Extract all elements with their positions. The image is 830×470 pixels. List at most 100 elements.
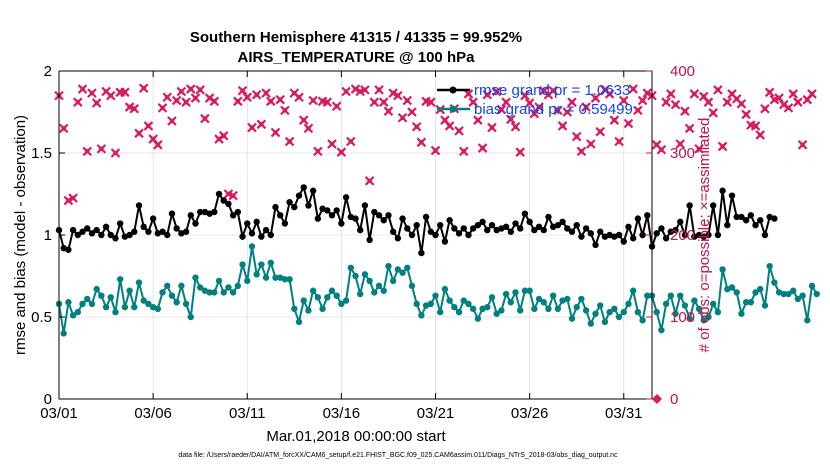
rmse-point [135, 202, 143, 209]
obs-marker-core [480, 145, 485, 151]
obs-marker-core [146, 123, 151, 129]
bias-point [794, 295, 802, 303]
bias-point [399, 269, 406, 276]
obs-marker [684, 123, 695, 134]
obs-marker-core [555, 108, 561, 113]
obs-marker [618, 95, 629, 106]
obs-marker [458, 146, 469, 157]
obs-marker [120, 87, 130, 98]
obs-marker [529, 108, 540, 119]
rmse-point [244, 220, 251, 227]
rmse-point [502, 223, 510, 230]
rmse-point [540, 226, 547, 234]
rmse-point [399, 215, 406, 222]
obs-marker-core [117, 90, 123, 95]
obs-marker-core [621, 98, 627, 103]
obs-marker-core [466, 91, 471, 97]
bias-point [258, 261, 265, 268]
bias-point [248, 243, 256, 250]
rmse-point [620, 238, 627, 245]
obs-marker [793, 97, 803, 107]
obs-marker [755, 130, 766, 140]
rmse-point [291, 203, 298, 211]
bias-point [531, 305, 538, 312]
obs-marker-core [136, 131, 142, 136]
rmse-point [512, 220, 519, 227]
bias-point [540, 299, 547, 306]
y2-tick-label: 200 [670, 227, 695, 244]
rmse-point [545, 213, 552, 221]
obs-marker-core [588, 141, 594, 147]
obs-marker-core [99, 146, 104, 152]
bias-point [719, 266, 726, 273]
obs-marker-core [197, 87, 203, 93]
rmse-point [437, 221, 444, 229]
obs-marker [670, 99, 681, 110]
bias-point [328, 287, 336, 294]
rmse-point [535, 223, 543, 230]
obs-marker-core [800, 142, 805, 148]
bias-point [389, 277, 397, 285]
rmse-point [446, 217, 453, 224]
obs-marker [426, 97, 436, 107]
rmse-point [357, 226, 364, 234]
obs-marker [138, 83, 149, 93]
obs-marker-core [805, 97, 810, 102]
bias-point [427, 300, 435, 308]
obs-marker-core [517, 149, 523, 155]
obs-marker [407, 107, 417, 117]
rmse-point [517, 225, 524, 232]
obs-marker-core [499, 107, 504, 112]
obs-marker-core [550, 88, 556, 93]
obs-marker [58, 123, 69, 134]
rmse-point [385, 212, 392, 219]
obs-marker-core [306, 126, 311, 131]
obs-marker [501, 97, 511, 107]
chart-title: Southern Hemisphere 41315 / 41335 = 99.9… [190, 29, 522, 46]
y2-tick-label: 400 [670, 63, 695, 80]
obs-marker-core [324, 99, 330, 105]
bias-point [229, 289, 237, 296]
obs-marker [96, 144, 107, 154]
obs-marker-core [395, 93, 401, 98]
rmse-point [300, 184, 307, 191]
obs-marker [397, 112, 408, 123]
bias-point [371, 289, 378, 296]
bias-point [267, 259, 274, 267]
obs-marker-core [94, 100, 99, 106]
rmse-point [757, 217, 764, 224]
obs-marker-core [343, 89, 349, 94]
obs-marker-core [249, 125, 255, 130]
obs-marker-core [174, 98, 179, 103]
obs-marker-core [494, 89, 499, 94]
obs-marker [491, 86, 502, 97]
obs-marker-core [433, 148, 438, 153]
obs-marker-core [339, 149, 344, 155]
bias-point [629, 287, 637, 294]
rmse-point [658, 225, 665, 232]
obs-marker [468, 97, 478, 107]
bias-point [93, 285, 100, 293]
rmse-point [564, 225, 571, 232]
rmse-point [229, 212, 237, 219]
rmse-point [98, 231, 105, 239]
bias-point [752, 289, 759, 296]
obs-marker [661, 97, 671, 107]
obs-marker-core [423, 99, 429, 104]
obs-marker-core [762, 106, 768, 112]
obs-marker [280, 105, 290, 116]
bias-point [366, 277, 373, 285]
rmse-point [474, 221, 482, 229]
bias-point [102, 303, 110, 311]
rmse-point [295, 192, 303, 199]
obs-marker [689, 89, 700, 99]
obs-marker [454, 126, 464, 136]
obs-marker [637, 95, 648, 106]
bias-point [286, 276, 293, 283]
obs-marker-core [757, 132, 763, 138]
bias-point [60, 330, 67, 337]
obs-marker [666, 89, 676, 99]
obs-marker [251, 90, 262, 100]
obs-marker-core [442, 117, 448, 123]
obs-marker [346, 136, 356, 147]
